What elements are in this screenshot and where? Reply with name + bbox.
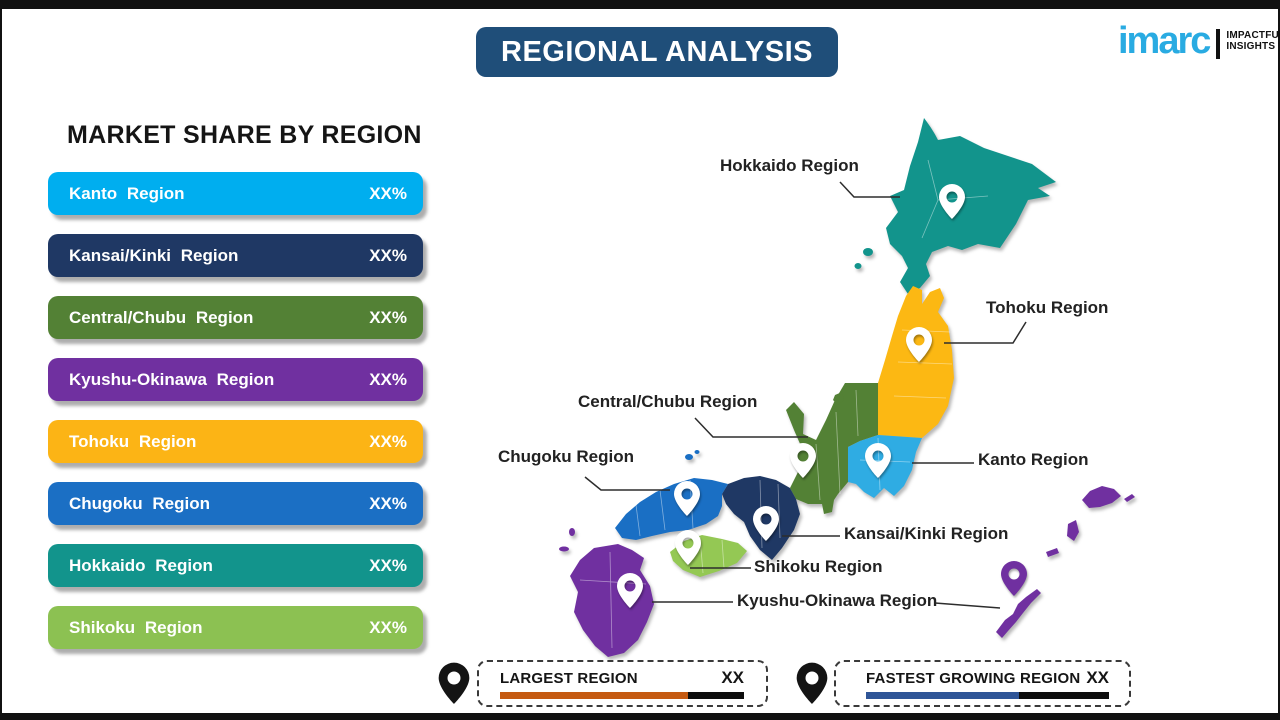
map-island-tokunoshima [1067, 520, 1079, 541]
imarc-logo-wordmark: imarc [1118, 20, 1211, 62]
map-label-chugoku: Chugoku Region [498, 447, 634, 466]
bar-shikoku: Shikoku Region XX% [48, 606, 423, 649]
map-island-rishiri [863, 248, 873, 256]
map-label-hokkaido: Hokkaido Region [720, 156, 859, 175]
map-region-tohoku [878, 286, 954, 438]
bar-value: XX% [369, 369, 407, 389]
bar-kyushu-okinawa: Kyushu-Okinawa Region XX% [48, 358, 423, 401]
map-region-shikoku [670, 535, 747, 577]
map-island-amami [1082, 486, 1121, 508]
page-title: REGIONAL ANALYSIS [476, 27, 838, 77]
bar-chugoku: Chugoku Region XX% [48, 482, 423, 525]
map-region-hokkaido [886, 118, 1056, 294]
pin-kansai [753, 506, 779, 541]
largest-region-pin-icon [438, 662, 470, 704]
bar-tohoku: Tohoku Region XX% [48, 420, 423, 463]
map-label-chubu: Central/Chubu Region [578, 392, 758, 411]
largest-region-legend: LARGEST REGION XX [477, 660, 768, 707]
leader-chubu [694, 417, 808, 438]
map-region-kyushu [570, 544, 654, 657]
bar-chubu: Central/Chubu Region XX% [48, 296, 423, 339]
map-label-shikoku: Shikoku Region [754, 557, 883, 576]
bar-label: Tohoku Region [69, 431, 197, 451]
logo-tagline: IMPACTFUL INSIGHTS [1226, 20, 1280, 52]
map-label-tohoku: Tohoku Region [986, 298, 1109, 317]
largest-region-label: LARGEST REGION [500, 670, 638, 687]
bar-label: Kansai/Kinki Region [69, 245, 239, 265]
largest-region-bar-fill [500, 692, 688, 699]
fastest-growing-bar-fill [866, 692, 1020, 699]
map-region-okinawa [996, 589, 1041, 638]
market-share-bar-list: Kanto Region XX% Kansai/Kinki Region XX%… [48, 172, 423, 668]
imarc-logo: imarc IMPACTFUL INSIGHTS [1118, 20, 1280, 62]
japan-map [559, 118, 1135, 657]
map-region-kansai [722, 476, 800, 560]
bar-value: XX% [369, 493, 407, 513]
market-share-heading: MARKET SHARE BY REGION [67, 121, 422, 149]
map-island-okushiri [854, 263, 862, 269]
fastest-growing-label: FASTEST GROWING REGION [866, 670, 1081, 687]
leader-hokkaido [839, 181, 900, 198]
bar-label: Kyushu-Okinawa Region [69, 369, 275, 389]
fastest-growing-value: XX [1086, 668, 1109, 687]
bar-value: XX% [369, 431, 407, 451]
fastest-growing-bar-rest [1019, 692, 1109, 699]
fastest-growing-legend: FASTEST GROWING REGION XX [834, 660, 1131, 707]
map-island-okinoerabu [1046, 548, 1059, 557]
map-region-chugoku [615, 478, 728, 540]
map-label-kanto: Kanto Region [978, 450, 1089, 469]
pin-kanto [865, 443, 891, 478]
logo-tagline-line2: INSIGHTS [1226, 41, 1276, 52]
pin-chubu [790, 443, 816, 478]
logo-divider [1216, 29, 1221, 59]
map-label-kyushu-okinawa: Kyushu-Okinawa Region [737, 591, 938, 610]
map-island-amami-dash [1124, 494, 1135, 502]
frame-left [0, 0, 2, 720]
pin-chugoku [674, 481, 700, 516]
bar-label: Chugoku Region [69, 493, 210, 513]
pin-kyushu [617, 573, 643, 608]
logo-tagline-line1: IMPACTFUL [1226, 30, 1280, 41]
map-label-kansai: Kansai/Kinki Region [844, 524, 1009, 543]
bar-label: Hokkaido Region [69, 555, 213, 575]
map-island-oki2 [694, 450, 700, 454]
pin-okinawa [1001, 561, 1027, 596]
leader-tohoku [944, 321, 1027, 344]
leader-chugoku [584, 476, 670, 491]
bar-kanto: Kanto Region XX% [48, 172, 423, 215]
frame-bottom [0, 713, 1280, 720]
bar-label: Kanto Region [69, 183, 185, 203]
bar-kansai: Kansai/Kinki Region XX% [48, 234, 423, 277]
largest-region-bar [500, 692, 744, 699]
largest-region-bar-rest [687, 692, 744, 699]
map-island-sado [833, 392, 844, 405]
bar-value: XX% [369, 555, 407, 575]
frame-top [0, 0, 1280, 9]
map-region-chubu [786, 383, 878, 514]
frame-right [1278, 0, 1280, 720]
bar-value: XX% [369, 183, 407, 203]
pin-hokkaido [939, 184, 965, 219]
fastest-growing-bar [866, 692, 1109, 699]
pin-shikoku [675, 530, 701, 565]
bar-label: Shikoku Region [69, 617, 203, 637]
bar-value: XX% [369, 307, 407, 327]
bar-hokkaido: Hokkaido Region XX% [48, 544, 423, 587]
bar-label: Central/Chubu Region [69, 307, 254, 327]
pin-tohoku [906, 327, 932, 362]
largest-region-value: XX [721, 668, 744, 687]
leader-okinawa [934, 602, 1001, 609]
map-island-oki [685, 454, 693, 460]
map-island-goto [559, 546, 569, 552]
bar-value: XX% [369, 617, 407, 637]
map-island-tsushima [569, 528, 575, 536]
fastest-growing-pin-icon [796, 662, 828, 704]
bar-value: XX% [369, 245, 407, 265]
